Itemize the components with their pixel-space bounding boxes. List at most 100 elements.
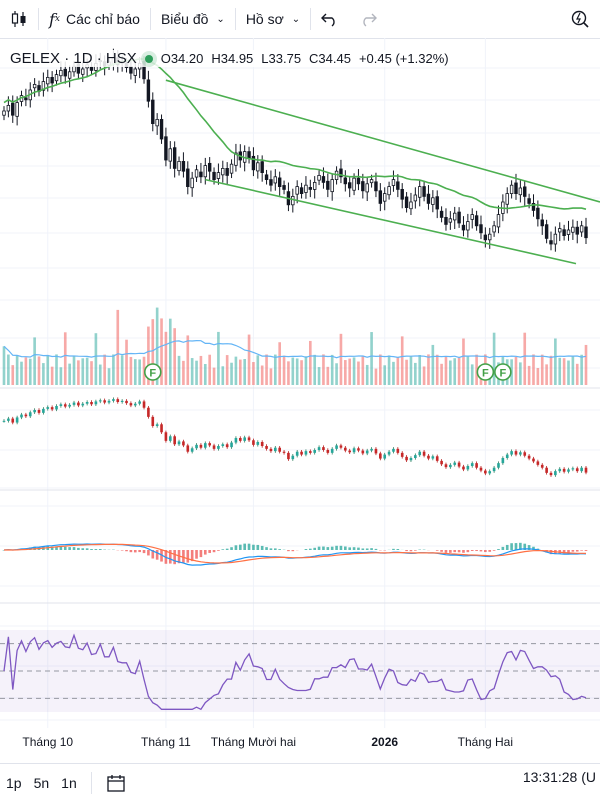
macd-histogram-bar	[186, 550, 189, 563]
candle-body	[445, 217, 448, 224]
range-button-1n[interactable]: 1n	[55, 775, 83, 791]
oscillator-candle	[134, 404, 137, 406]
range-button-5n[interactable]: 5n	[28, 775, 56, 791]
oscillator-candle	[550, 473, 553, 475]
macd-histogram-bar	[462, 550, 465, 553]
macd-histogram-bar	[405, 550, 408, 551]
oscillator-candle	[383, 455, 386, 459]
macd-histogram-bar	[340, 546, 343, 550]
candle-body	[357, 178, 360, 184]
range-button-1p[interactable]: 1p	[0, 775, 28, 791]
macd-histogram-bar	[230, 547, 233, 550]
volume-bar	[256, 355, 259, 385]
candle-body	[291, 196, 294, 204]
candle-body	[453, 213, 456, 220]
quick-search-button[interactable]	[560, 0, 600, 38]
volume-bar	[427, 354, 430, 385]
volume-bar	[370, 332, 373, 385]
volume-bar	[423, 366, 426, 385]
candle-body	[545, 225, 548, 239]
volume-bar	[16, 355, 19, 385]
candle-body	[497, 215, 500, 227]
market-status-icon	[145, 55, 153, 63]
macd-histogram-bar	[125, 550, 128, 551]
oscillator-candle	[151, 417, 154, 426]
profile-dropdown[interactable]: Hồ sơ ⌄	[236, 0, 310, 38]
candle-body	[274, 177, 277, 183]
volume-bar	[397, 357, 400, 385]
candle-body	[353, 178, 356, 190]
oscillator-candle	[327, 450, 330, 453]
candle-body	[576, 227, 579, 234]
volume-bar	[388, 355, 391, 385]
macd-line	[4, 544, 586, 565]
oscillator-candle	[33, 410, 36, 412]
oscillator-candle	[348, 451, 351, 453]
oscillator-candle	[370, 449, 373, 451]
oscillator-candle	[432, 456, 435, 458]
oscillator-candle	[537, 461, 540, 464]
oscillator-candle	[331, 449, 334, 453]
undo-button[interactable]	[311, 0, 349, 38]
volume-ma-line	[4, 341, 586, 358]
macd-histogram-bar	[375, 549, 378, 550]
candle-body	[475, 216, 478, 226]
oscillator-candle	[138, 401, 141, 403]
macd-histogram-bar	[252, 545, 255, 550]
candle-body	[3, 111, 6, 115]
redo-button[interactable]	[349, 0, 387, 38]
oscillator-candle	[239, 438, 242, 441]
candle-body	[580, 226, 583, 232]
profile-label: Hồ sơ	[246, 11, 284, 27]
macd-histogram-bar	[239, 545, 242, 550]
oscillator-candle	[68, 405, 71, 407]
candle-body	[375, 182, 378, 191]
oscillator-candle	[340, 445, 343, 447]
volume-bar	[121, 355, 124, 385]
oscillator-candle	[90, 402, 93, 404]
oscillator-candle	[143, 401, 146, 407]
candle-body	[327, 181, 330, 189]
oscillator-candle	[29, 412, 32, 416]
macd-histogram-bar	[208, 550, 211, 553]
candle-body	[296, 187, 299, 195]
volume-bar	[458, 358, 461, 385]
candlestick-icon	[10, 10, 28, 28]
macd-histogram-bar	[86, 548, 89, 550]
oscillator-candle	[11, 419, 14, 423]
macd-histogram-bar	[497, 549, 500, 550]
candle-body	[46, 77, 49, 83]
volume-bar	[541, 355, 544, 385]
oscillator-candle	[418, 452, 421, 455]
chart-type-dropdown[interactable]: Biểu đồ ⌄	[151, 0, 235, 38]
candle-body	[160, 119, 163, 139]
macd-histogram-bar	[467, 550, 470, 552]
candle-style-button[interactable]	[0, 0, 38, 38]
candle-body	[7, 105, 10, 111]
oscillator-candle	[204, 443, 207, 448]
volume-bar	[418, 355, 421, 385]
oscillator-candle	[20, 415, 23, 418]
oscillator-candle	[305, 451, 308, 454]
oscillator-candle	[112, 399, 115, 401]
symbol-label[interactable]: GELEX · 1D · HSX	[10, 50, 137, 67]
volume-bar	[572, 356, 575, 385]
volume-bar	[462, 339, 465, 385]
oscillator-candle	[25, 415, 28, 417]
candle-body	[458, 212, 461, 223]
oscillator-candle	[200, 445, 203, 448]
oscillator-candle	[458, 463, 461, 467]
volume-bar	[169, 319, 172, 385]
oscillator-candle	[313, 450, 316, 453]
macd-histogram-bar	[515, 543, 518, 550]
volume-bar	[252, 362, 255, 385]
volume-bar	[195, 361, 198, 385]
macd-histogram-bar	[502, 547, 505, 550]
candle-body	[467, 222, 470, 230]
legend-low: L33.75	[261, 51, 301, 66]
macd-histogram-bar	[121, 550, 124, 551]
oscillator-candle	[77, 403, 80, 406]
date-range-button[interactable]	[100, 773, 132, 793]
